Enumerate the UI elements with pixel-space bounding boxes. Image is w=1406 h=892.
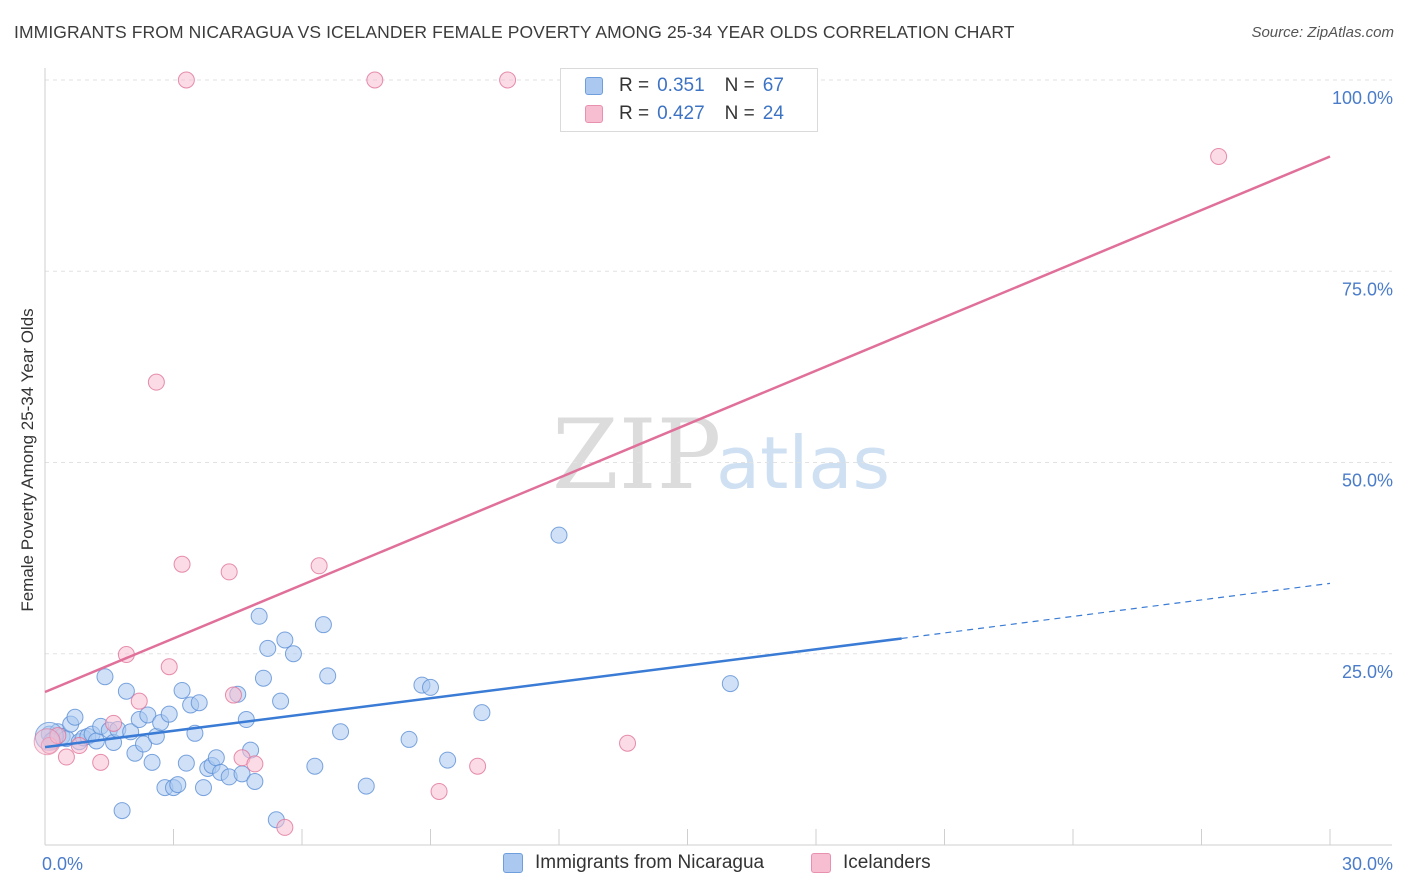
nicaragua-point xyxy=(246,773,264,791)
grid-lines xyxy=(45,79,1392,655)
nicaragua-point xyxy=(422,678,439,696)
icelander-point-cluster xyxy=(33,728,61,756)
icelander-point xyxy=(57,748,75,766)
nicaragua-point xyxy=(400,730,418,748)
y-tick-label: 25.0% xyxy=(1342,662,1393,682)
nicaragua-point xyxy=(473,704,491,722)
icelander-point xyxy=(1210,148,1228,165)
nicaragua-point xyxy=(272,692,290,710)
icelander-point xyxy=(70,737,88,755)
nicaragua-point xyxy=(357,777,375,795)
icelander-point xyxy=(92,753,110,771)
legend-r-label: R = xyxy=(619,103,650,124)
nicaragua-point xyxy=(721,675,739,693)
legend-n-label: N = xyxy=(724,103,755,124)
series-legend: Immigrants from Nicaragua Icelanders xyxy=(0,852,1406,878)
x-tick-label: 0.0% xyxy=(42,854,83,874)
nicaragua-point xyxy=(259,639,277,657)
nicaragua-point xyxy=(314,616,332,634)
y-tick-label: 75.0% xyxy=(1342,279,1393,299)
y-tick-label: 50.0% xyxy=(1342,471,1393,491)
axes xyxy=(44,68,1392,846)
nicaragua-point xyxy=(284,645,302,663)
nicaragua-point xyxy=(550,526,568,544)
nicaragua-trend-line xyxy=(44,637,902,749)
legend-n-value: 24 xyxy=(762,103,784,124)
trend-lines xyxy=(44,155,1331,749)
legend-swatch-nicaragua xyxy=(585,77,603,95)
nicaragua-point xyxy=(254,669,272,687)
y-tick-labels: 25.0% 50.0% 75.0% 100.0% xyxy=(1332,88,1393,682)
icelander-point xyxy=(160,658,178,676)
nicaragua-point xyxy=(160,705,178,723)
nicaragua-point xyxy=(190,694,208,712)
legend-n-value: 67 xyxy=(762,75,784,96)
nicaragua-point xyxy=(135,735,153,753)
nicaragua-point xyxy=(66,708,84,726)
legend-r-value: 0.351 xyxy=(657,75,705,96)
nicaragua-point xyxy=(96,668,114,686)
legend-row-nicaragua: R = 0.351 N = 67 xyxy=(585,73,784,99)
nicaragua-point xyxy=(237,711,255,729)
icelander-point xyxy=(246,755,264,773)
icelander-point xyxy=(173,555,191,573)
legend-label-icelanders: Icelanders xyxy=(843,852,931,873)
nicaragua-point xyxy=(306,757,324,775)
nicaragua-point xyxy=(194,779,212,797)
legend-r-value: 0.427 xyxy=(657,103,705,124)
icelanders-trend-line xyxy=(44,155,1331,694)
icelander-point xyxy=(276,818,294,836)
legend-label-nicaragua: Immigrants from Nicaragua xyxy=(535,852,765,873)
legend-n-label: N = xyxy=(724,75,755,96)
legend-item-icelanders: Icelanders xyxy=(811,852,931,874)
nicaragua-point xyxy=(113,802,131,820)
x-tick-labels: 0.0% 30.0% xyxy=(42,854,1393,874)
nicaragua-point xyxy=(169,776,187,794)
nicaragua-point xyxy=(439,751,457,769)
icelander-point xyxy=(49,727,67,745)
source-label: Source: ZipAtlas.com xyxy=(1251,24,1394,41)
nicaragua-point xyxy=(173,681,191,699)
icelander-point xyxy=(499,71,517,89)
legend-item-nicaragua: Immigrants from Nicaragua xyxy=(503,852,764,874)
legend-swatch-icelanders xyxy=(811,853,831,873)
legend-row-icelanders: R = 0.427 N = 24 xyxy=(585,101,784,127)
nicaragua-point xyxy=(117,682,135,700)
icelander-point xyxy=(130,692,148,710)
icelander-point xyxy=(469,757,487,775)
series-nicaragua-points xyxy=(34,526,739,829)
icelander-point xyxy=(366,71,384,89)
nicaragua-point xyxy=(139,706,157,724)
nicaragua-point xyxy=(332,723,350,741)
nicaragua-point xyxy=(207,749,225,767)
stats-legend: R = 0.351 N = 67 R = 0.427 N = 24 xyxy=(560,68,818,132)
y-tick-label: 100.0% xyxy=(1332,88,1393,108)
icelander-point xyxy=(224,686,242,704)
icelander-point xyxy=(619,734,637,752)
icelander-point xyxy=(220,563,238,581)
watermark: ZIP atlas xyxy=(552,399,890,511)
nicaragua-point xyxy=(177,754,195,772)
watermark-zip: ZIP xyxy=(552,399,721,511)
nicaragua-point xyxy=(319,667,337,685)
nicaragua-trend-extension xyxy=(901,582,1331,640)
icelander-point xyxy=(310,557,328,575)
icelander-point xyxy=(147,373,165,391)
legend-swatch-nicaragua xyxy=(503,853,523,873)
icelander-point xyxy=(105,714,123,732)
nicaragua-point xyxy=(250,607,268,625)
nicaragua-point xyxy=(276,631,294,649)
nicaragua-point xyxy=(143,753,161,771)
legend-r-label: R = xyxy=(619,75,650,96)
icelander-point xyxy=(430,782,448,800)
x-tick-label: 30.0% xyxy=(1342,854,1393,874)
chart-title: IMMIGRANTS FROM NICARAGUA VS ICELANDER F… xyxy=(14,22,1015,42)
legend-swatch-icelanders xyxy=(585,105,603,123)
icelander-point xyxy=(177,71,195,89)
x-axis-ticks xyxy=(44,829,1331,845)
